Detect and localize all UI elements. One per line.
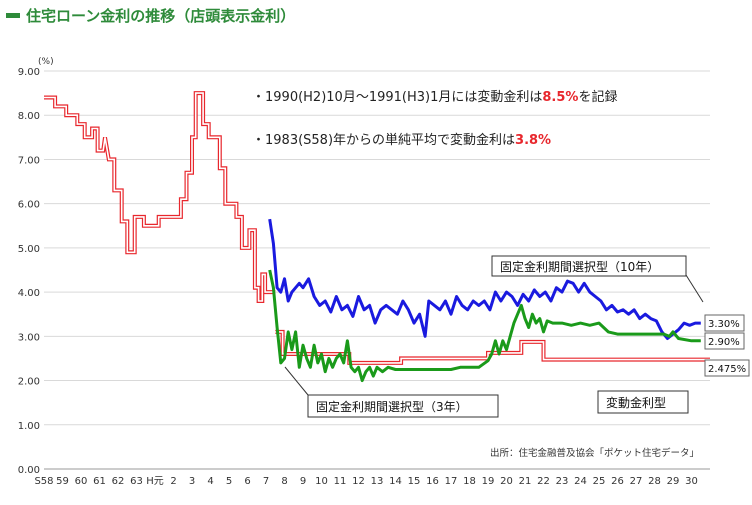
x-tick-label: 17 [445, 476, 458, 487]
x-tick-label: 22 [537, 476, 550, 487]
x-tick-label: H元 [146, 476, 164, 487]
x-tick-label: 14 [389, 476, 402, 487]
fixed3-callout-line [284, 366, 309, 396]
fixed3-label: 固定金利期間選択型（3年） [316, 399, 468, 414]
variable-end-box [704, 359, 750, 377]
y-tick-label: 8.00 [18, 111, 40, 122]
x-tick-label: 5 [226, 476, 232, 487]
note-1: ・1990(H2)10月～1991(H3)1月には変動金利は8.5%を記録 [252, 89, 617, 105]
y-tick-label: 1.00 [18, 421, 40, 432]
y-tick-label: 0.00 [18, 465, 40, 476]
note-2-text: ・1983(S58)年からの単純平均で変動金利は [252, 132, 515, 148]
x-tick-label: 25 [593, 476, 606, 487]
x-tick-label: 29 [667, 476, 680, 487]
title-bar: 住宅ローン金利の推移（店頭表示金利） [6, 4, 295, 26]
x-tick-label: 7 [263, 476, 269, 487]
fixed10-label: 固定金利期間選択型（10年） [500, 259, 659, 274]
x-tick-label: 2 [170, 476, 176, 487]
x-tick-label: 23 [556, 476, 569, 487]
fixed10-end-value: 3.30% [708, 319, 740, 330]
series-2 [268, 269, 701, 383]
x-tick-label: 18 [463, 476, 476, 487]
x-tick-label: 21 [519, 476, 532, 487]
y-tick-label: 5.00 [18, 244, 40, 255]
x-tick-label: 3 [189, 476, 195, 487]
fixed10-label-box [491, 255, 687, 277]
title-mark [6, 12, 20, 18]
fixed10-rate-line [268, 218, 701, 340]
variable-label: 変動金利型 [606, 395, 666, 410]
variable-label-box [597, 390, 689, 414]
x-tick-label: S58 [34, 476, 53, 487]
note-1-text: ・1990(H2)10月～1991(H3)1月には変動金利は [252, 89, 542, 105]
fixed10-callout-line [685, 274, 704, 303]
x-tick-label: 19 [482, 476, 495, 487]
x-tick-label: 62 [112, 476, 125, 487]
x-tick-label: 28 [648, 476, 661, 487]
x-tick-label: 59 [56, 476, 69, 487]
note-2: ・1983(S58)年からの単純平均で変動金利は3.8% [252, 132, 551, 148]
variable-rate-line-inner [275, 331, 710, 364]
y-tick-label: 6.00 [18, 200, 40, 211]
x-tick-label: 13 [371, 476, 384, 487]
fixed3-label-box [307, 394, 499, 418]
variable-end-value: 2.475% [708, 364, 746, 375]
x-tick-label: 60 [75, 476, 88, 487]
x-tick-label: 11 [334, 476, 347, 487]
note-1-highlight: 8.5% [542, 90, 578, 105]
series-layer [44, 91, 710, 383]
fixed3-rate-line [268, 269, 701, 383]
source-note: 出所：住宅金融普及協会「ポケット住宅データ」 [490, 447, 699, 459]
x-tick-label: 9 [300, 476, 306, 487]
fixed10-end-box [704, 314, 745, 332]
x-tick-label: 12 [352, 476, 365, 487]
series-1 [268, 218, 701, 340]
page-title: 住宅ローン金利の推移（店頭表示金利） [26, 6, 296, 25]
y-tick-label: 2.00 [18, 377, 40, 388]
x-tick-label: 6 [244, 476, 250, 487]
note-1-suffix: を記録 [578, 89, 617, 105]
y-tick-label: 4.00 [18, 288, 40, 299]
note-2-highlight: 3.8% [515, 133, 551, 148]
y-tick-label: 9.00 [18, 67, 40, 78]
x-tick-label: 30 [685, 476, 698, 487]
x-tick-label: 26 [611, 476, 624, 487]
x-tick-label: 20 [500, 476, 513, 487]
x-tick-label: 16 [426, 476, 439, 487]
variable-rate-line-inner [44, 92, 276, 302]
y-tick-label: 3.00 [18, 332, 40, 343]
x-tick-label: 8 [281, 476, 287, 487]
y-tick-label: 7.00 [18, 155, 40, 166]
x-tick-label: 63 [130, 476, 143, 487]
fixed3-end-value: 2.90% [708, 337, 740, 348]
y-unit-label: (%) [38, 57, 54, 67]
x-tick-label: 10 [315, 476, 328, 487]
series-0 [44, 91, 710, 365]
x-tick-label: 24 [574, 476, 587, 487]
x-tick-label: 15 [408, 476, 421, 487]
x-tick-label: 61 [93, 476, 106, 487]
fixed3-end-box [704, 332, 745, 350]
x-tick-label: 27 [630, 476, 643, 487]
x-tick-label: 4 [207, 476, 213, 487]
axis-layer: 0.00 1.00 2.00 3.00 4.00 5.00 6.00 7.00 8.00 9.00… [18, 67, 710, 487]
